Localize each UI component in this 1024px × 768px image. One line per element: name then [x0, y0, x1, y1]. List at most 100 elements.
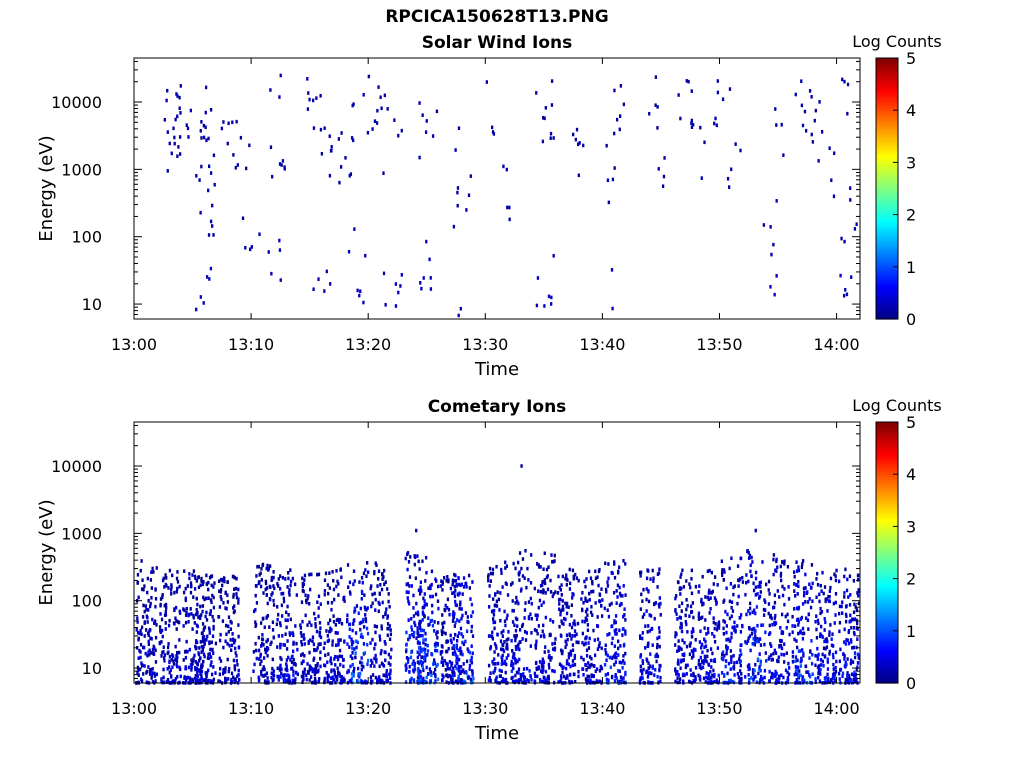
- count-cell: [270, 575, 274, 580]
- count-cell: [690, 568, 693, 573]
- count-cell: [706, 648, 709, 653]
- count-cell: [541, 139, 545, 144]
- count-cell: [816, 582, 820, 587]
- count-cell: [793, 624, 797, 628]
- count-cell: [452, 666, 455, 671]
- colorbar-step: [876, 591, 898, 595]
- count-cell: [194, 644, 197, 649]
- count-cell: [686, 603, 689, 608]
- count-cell: [622, 102, 626, 107]
- count-cell: [364, 619, 368, 624]
- count-cell: [168, 618, 171, 623]
- count-cell: [184, 655, 188, 660]
- count-cell: [176, 619, 180, 624]
- colorbar-step: [876, 144, 898, 148]
- count-cell: [642, 667, 645, 672]
- count-cell: [222, 600, 225, 605]
- count-cell: [236, 662, 239, 667]
- count-cell: [729, 649, 732, 653]
- count-cell: [513, 679, 517, 684]
- count-cell: [487, 678, 491, 683]
- count-cell: [797, 584, 800, 589]
- count-cell: [362, 665, 365, 669]
- count-cell: [150, 570, 153, 574]
- count-cell: [747, 579, 750, 584]
- count-cell: [493, 626, 496, 631]
- count-cell: [351, 646, 354, 651]
- count-cell: [561, 608, 564, 612]
- count-cell: [804, 586, 807, 590]
- count-cell: [201, 659, 205, 664]
- colorbar-step: [876, 154, 898, 158]
- count-cell: [334, 663, 337, 667]
- count-cell: [202, 301, 205, 305]
- count-cell: [644, 646, 647, 650]
- count-cell: [199, 672, 202, 676]
- count-cell: [489, 671, 492, 675]
- count-cell: [823, 585, 827, 589]
- count-cell: [542, 589, 545, 593]
- x-tick-label: 13:40: [579, 699, 625, 718]
- count-cell: [417, 646, 421, 650]
- count-cell: [299, 626, 303, 630]
- count-cell: [683, 640, 686, 645]
- count-cell: [571, 568, 575, 573]
- count-cell: [326, 600, 330, 605]
- count-cell: [199, 295, 202, 299]
- count-cell: [502, 164, 505, 169]
- count-cell: [354, 655, 357, 660]
- colorbar-step: [876, 157, 898, 161]
- count-cell: [504, 566, 507, 570]
- count-cell: [774, 107, 777, 111]
- count-cell: [262, 616, 265, 621]
- count-cell: [326, 633, 329, 638]
- count-cell: [543, 578, 546, 582]
- count-cell: [659, 679, 662, 684]
- count-cell: [753, 608, 756, 613]
- count-cell: [503, 640, 506, 644]
- count-cell: [856, 661, 860, 665]
- count-cell: [441, 645, 444, 649]
- count-cell: [568, 673, 572, 677]
- count-cell: [369, 641, 372, 645]
- count-cell: [831, 632, 834, 636]
- count-cell: [267, 566, 271, 571]
- count-cell: [503, 609, 506, 614]
- count-cell: [193, 587, 197, 591]
- count-cell: [348, 635, 351, 639]
- count-cell: [800, 658, 803, 663]
- count-cell: [611, 571, 614, 576]
- count-cell: [850, 658, 853, 663]
- count-cell: [712, 668, 715, 673]
- count-cell: [272, 598, 275, 603]
- count-cell: [465, 629, 469, 634]
- count-cell: [817, 675, 820, 680]
- count-cell: [360, 632, 363, 637]
- count-cell: [281, 576, 285, 580]
- count-cell: [565, 582, 568, 587]
- count-cell: [690, 656, 694, 660]
- count-cell: [501, 585, 504, 589]
- count-cell: [517, 678, 521, 682]
- count-cell: [306, 669, 310, 674]
- count-cell: [336, 631, 339, 635]
- colorbar-step: [876, 539, 898, 543]
- count-cell: [656, 642, 659, 647]
- count-cell: [583, 619, 587, 624]
- count-cell: [466, 647, 469, 651]
- count-cell: [737, 594, 740, 599]
- count-cell: [650, 671, 653, 676]
- count-cell: [710, 676, 713, 680]
- count-cell: [713, 121, 716, 126]
- count-cell: [811, 652, 814, 657]
- count-cell: [155, 566, 158, 570]
- count-cell: [197, 615, 200, 620]
- count-cell: [807, 612, 811, 617]
- count-cell: [342, 676, 345, 681]
- count-cell: [189, 108, 193, 113]
- count-cell: [584, 677, 588, 681]
- count-cell: [266, 638, 269, 642]
- count-cell: [293, 680, 296, 684]
- count-cell: [386, 626, 389, 631]
- count-cell: [762, 613, 766, 617]
